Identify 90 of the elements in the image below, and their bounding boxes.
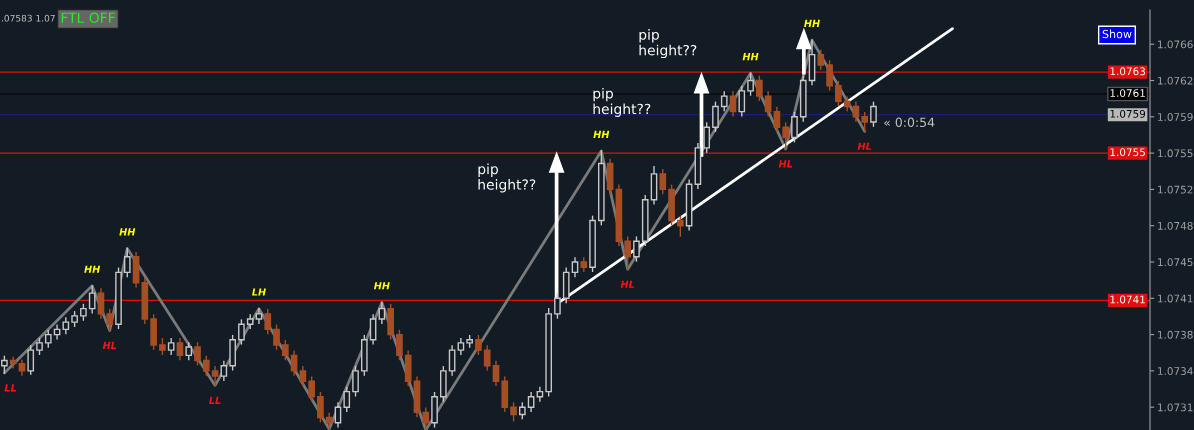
annotation: HL [620, 280, 635, 288]
candlestick [483, 345, 491, 371]
candlestick [448, 345, 456, 376]
annotation: HH [373, 282, 390, 290]
y-tick-label: 1.0759 [1158, 113, 1193, 121]
candlestick [281, 340, 289, 361]
candlestick [299, 366, 307, 387]
candlestick [870, 101, 877, 127]
candlestick [255, 307, 263, 324]
candlestick [343, 386, 351, 413]
y-tick-label: 1.0734 [1158, 367, 1193, 375]
annotation: LL [4, 384, 17, 392]
candlestick [194, 342, 201, 366]
annotation: HH [593, 130, 610, 138]
candlestick [202, 355, 210, 376]
candlestick [211, 366, 219, 387]
candlestick [123, 247, 131, 278]
y-tick-label: 1.0748 [1158, 221, 1193, 230]
y-tick-label: 1.0762 [1158, 76, 1193, 85]
y-tick-label: 1.0731 [1158, 403, 1193, 412]
annotation: HH [119, 228, 136, 236]
candlestick [396, 329, 403, 361]
candlestick [747, 72, 754, 96]
candlestick [624, 236, 632, 270]
y-tick-label: 1.0766 [1158, 40, 1193, 49]
annotation: pip height?? [639, 29, 697, 59]
annotation: pip height?? [478, 163, 536, 193]
annotation: HH [804, 19, 820, 27]
candlestick [773, 106, 781, 133]
annotation: HL [102, 341, 117, 349]
candlestick [88, 285, 96, 314]
y-tick-label: 1.0752 [1158, 185, 1193, 194]
candlestick [861, 111, 869, 133]
candlestick [352, 366, 359, 397]
candlestick [527, 391, 535, 413]
candlestick [290, 350, 298, 376]
candlestick [27, 345, 35, 375]
candlestick [492, 360, 500, 387]
annotation: Show [1102, 29, 1132, 39]
annotation: HH [84, 265, 101, 273]
candlestick [273, 324, 280, 350]
annotation: HL [778, 160, 793, 168]
candlestick [852, 101, 860, 122]
candlestick [264, 309, 272, 335]
annotation: LL [209, 396, 221, 404]
candlestick [817, 49, 825, 70]
candlestick [756, 75, 763, 101]
candlestick [633, 236, 640, 262]
candlestick [738, 86, 746, 117]
candlestick [106, 309, 114, 332]
candlestick [308, 376, 315, 402]
candlestick [764, 91, 772, 117]
ref-line-label: 1.0761 [1110, 89, 1145, 98]
candlestick [703, 122, 711, 153]
annotation: HH [742, 53, 759, 61]
candlestick [571, 257, 579, 278]
candlestick [720, 91, 728, 112]
y-tick-label: 1.0741 [1158, 294, 1193, 303]
y-tick-label: 1.0738 [1158, 330, 1193, 339]
candlestick [712, 101, 719, 133]
annotation: .07583 1.07 [1, 14, 55, 22]
candlestick [220, 360, 228, 381]
candlestick [317, 391, 324, 423]
y-tick-label: 1.0745 [1158, 258, 1193, 267]
annotation: FTL OFF [61, 12, 115, 24]
ref-line-label: 1.0741 [1110, 295, 1145, 304]
ref-line-label: 1.0755 [1110, 148, 1145, 157]
annotation: « 0:0:54 [884, 117, 935, 128]
annotation: LH [252, 288, 266, 296]
candlestick [659, 169, 667, 195]
candlestick [238, 319, 245, 345]
annotation: HL [857, 142, 872, 150]
candlestick [378, 301, 386, 324]
candlestick [475, 334, 482, 355]
candlestick [422, 407, 430, 430]
candlestick [97, 288, 105, 319]
candlestick [369, 314, 377, 345]
candlestick [826, 60, 833, 91]
candlestick [782, 122, 790, 150]
ref-line-label: 1.0763 [1110, 67, 1145, 76]
candlestick [176, 338, 184, 361]
candlestick [729, 91, 737, 117]
annotation: pip height?? [593, 87, 651, 117]
candlestick [334, 402, 342, 428]
candlestick [835, 80, 842, 107]
candlestick [554, 293, 561, 319]
ref-line-label: 1.0759 [1110, 109, 1146, 118]
y-tick-label: 1.0755 [1158, 149, 1193, 158]
candlestick [791, 111, 798, 143]
candlestick [677, 215, 684, 237]
